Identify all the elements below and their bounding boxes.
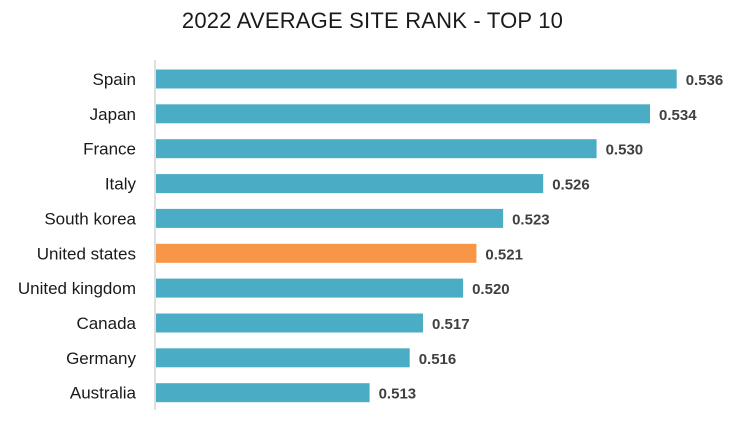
category-label: Canada (76, 314, 136, 333)
value-label: 0.534 (659, 107, 697, 124)
value-label: 0.521 (485, 246, 523, 263)
category-label: Germany (66, 349, 136, 368)
category-label: United kingdom (18, 279, 136, 298)
value-label: 0.536 (686, 72, 724, 89)
category-label: Italy (105, 175, 137, 194)
category-label: France (83, 140, 136, 159)
value-label: 0.530 (606, 142, 644, 159)
bar-france (156, 139, 597, 159)
bar-japan (156, 104, 650, 124)
value-label: 0.523 (512, 211, 550, 228)
chart-title: 2022 AVERAGE SITE RANK - TOP 10 (181, 8, 564, 33)
category-label: Spain (93, 70, 136, 89)
bar-canada (156, 313, 423, 333)
value-label: 0.520 (472, 281, 510, 298)
bar-italy (156, 174, 544, 194)
bar-united-kingdom (156, 278, 464, 298)
bar-australia (156, 383, 370, 403)
category-label: Japan (90, 105, 136, 124)
value-label: 0.526 (552, 177, 590, 194)
category-label: Australia (70, 384, 137, 403)
bar-south-korea (156, 208, 504, 228)
category-label: United states (37, 244, 136, 263)
value-label: 0.516 (419, 351, 457, 368)
value-label: 0.517 (432, 316, 470, 333)
bar-spain (156, 69, 677, 89)
bar-germany (156, 348, 410, 368)
category-label: South korea (44, 209, 136, 228)
bar-united-states (156, 243, 477, 263)
value-label: 0.513 (379, 386, 417, 403)
